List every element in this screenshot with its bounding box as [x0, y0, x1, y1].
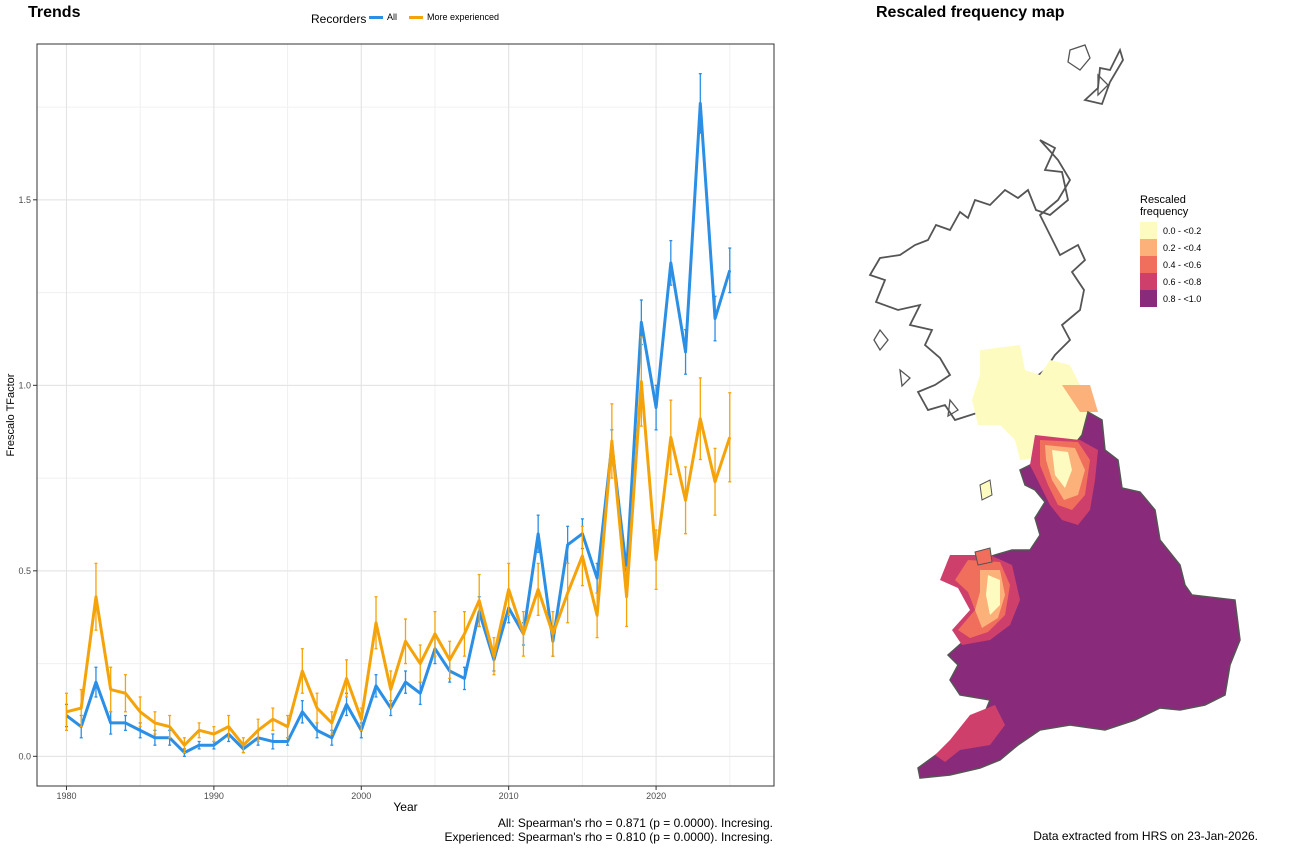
data-extraction-note: Data extracted from HRS on 23-Jan-2026.	[1033, 829, 1258, 843]
x-tick-label: 2000	[351, 791, 371, 801]
y-tick-label: 0.0	[18, 751, 31, 761]
legend-item-all: All	[369, 12, 397, 22]
map-legend-row: 0.0 - <0.2	[1140, 222, 1201, 239]
x-axis-label: Year	[393, 800, 417, 814]
y-tick-label: 1.0	[18, 380, 31, 390]
trends-title: Trends	[28, 4, 81, 21]
map-legend-row: 0.4 - <0.6	[1140, 256, 1201, 273]
x-tick-label: 1980	[56, 791, 76, 801]
map-legend-swatch	[1140, 273, 1157, 290]
map-title: Rescaled frequency map	[876, 4, 1065, 21]
y-axis-label: Frescalo TFactor	[5, 373, 17, 456]
map-legend-swatch	[1140, 222, 1157, 239]
legend-title: Recorders	[311, 12, 367, 26]
x-tick-label: 2010	[499, 791, 519, 801]
map-legend-label: 0.4 - <0.6	[1163, 259, 1202, 270]
map-legend-label: 0.2 - <0.4	[1163, 242, 1202, 253]
scotland-outline	[868, 47, 1124, 422]
map-legend-row: 0.2 - <0.4	[1140, 239, 1201, 256]
legend-label-all: All	[387, 12, 398, 22]
spearman-all-text: All: Spearman's rho = 0.871 (p = 0.0000)…	[497, 816, 773, 830]
map-legend-title: Rescaled frequency	[1140, 194, 1220, 218]
series-line-all	[65, 101, 732, 755]
legend-swatch-all	[369, 15, 383, 19]
map-legend-swatch	[1140, 290, 1157, 307]
legend-item-experienced: More experienced	[409, 12, 499, 22]
x-tick-label: 2020	[646, 791, 666, 801]
map-legend-title-line2: frequency	[1140, 206, 1189, 218]
map-legend-label: 0.8 - <1.0	[1163, 293, 1202, 304]
x-tick-label: 1990	[204, 791, 224, 801]
y-tick-label: 0.5	[18, 566, 31, 576]
map-legend-row: 0.8 - <1.0	[1140, 290, 1201, 307]
trends-chart: 1980 1990 2000 2010 2020 0.0 0.5 1.0 1.5 Year Fres…	[5, 43, 775, 814]
series-line-experienced	[66, 380, 732, 747]
y-tick-label: 1.5	[18, 195, 31, 205]
map-legend-swatch	[1140, 239, 1157, 256]
map-legend-row: 0.6 - <0.8	[1140, 273, 1201, 290]
map-legend-swatch	[1140, 256, 1157, 273]
map-legend-label: 0.0 - <0.2	[1163, 225, 1202, 236]
legend-label-experienced: More experienced	[427, 12, 500, 22]
legend-swatch-experienced	[409, 15, 423, 19]
plot-panel-border	[36, 43, 775, 787]
map-legend-label: 0.6 - <0.8	[1163, 276, 1202, 287]
frequency-map	[868, 44, 1241, 779]
map-legend-title-line1: Rescaled	[1140, 194, 1186, 206]
spearman-experienced-text: Experienced: Spearman's rho = 0.810 (p =…	[444, 830, 774, 844]
